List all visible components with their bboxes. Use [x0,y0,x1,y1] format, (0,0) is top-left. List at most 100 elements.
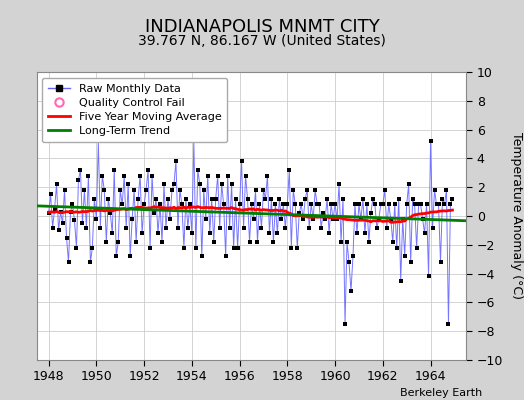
Point [369,196,377,202]
Point [434,201,443,208]
Point [430,187,439,193]
Point [291,201,300,208]
Point [255,201,264,208]
Point [438,196,446,202]
Point [64,259,73,265]
Point [279,201,288,208]
Point [104,196,113,202]
Point [136,172,144,179]
Point [98,172,106,179]
Point [114,239,123,245]
Point [323,196,331,202]
Point [144,167,152,173]
Point [146,244,154,251]
Point [446,201,455,208]
Point [442,187,451,193]
Point [67,208,75,215]
Point [363,201,371,208]
Point [418,216,427,222]
Point [54,227,63,234]
Point [409,196,417,202]
Point [253,239,261,245]
Point [383,224,391,231]
Point [261,196,270,202]
Point [213,172,222,179]
Point [414,201,423,208]
Point [295,210,303,216]
Point [249,216,258,222]
Point [329,216,337,222]
Point [365,239,373,245]
Point [220,201,228,208]
Point [448,196,456,202]
Point [410,201,419,208]
Point [444,321,453,327]
Point [357,216,365,222]
Point [190,138,198,144]
Point [86,259,94,265]
Point [424,273,433,280]
Point [303,187,311,193]
Point [428,224,436,231]
Point [432,201,441,208]
Point [158,239,166,245]
Legend: Raw Monthly Data, Quality Control Fail, Five Year Moving Average, Long-Term Tren: Raw Monthly Data, Quality Control Fail, … [42,78,227,142]
Point [215,224,224,231]
Point [116,187,124,193]
Y-axis label: Temperature Anomaly (°C): Temperature Anomaly (°C) [510,132,522,300]
Point [239,224,248,231]
Point [108,230,116,236]
Point [335,181,343,188]
Point [208,196,216,202]
Point [375,216,383,222]
Point [118,201,126,208]
Point [140,201,148,208]
Point [164,196,172,202]
Point [100,187,108,193]
Point [422,201,431,208]
Point [400,253,409,260]
Point [361,230,369,236]
Point [185,201,194,208]
Point [252,187,260,193]
Point [436,259,445,265]
Point [259,187,268,193]
Point [402,201,411,208]
Point [60,187,69,193]
Point [325,230,333,236]
Point [395,196,403,202]
Point [223,172,232,179]
Point [377,201,385,208]
Point [305,224,313,231]
Point [80,187,89,193]
Point [88,244,96,251]
Point [289,187,298,193]
Point [399,216,407,222]
Point [232,196,240,202]
Point [210,239,218,245]
Point [301,196,310,202]
Point [50,206,59,212]
Point [58,220,67,226]
Point [275,196,283,202]
Point [90,196,99,202]
Point [237,158,246,164]
Point [166,216,174,222]
Point [339,196,347,202]
Point [277,216,286,222]
Point [96,224,104,231]
Point [200,187,208,193]
Point [178,201,186,208]
Point [313,201,321,208]
Point [317,224,325,231]
Point [309,216,318,222]
Point [385,201,393,208]
Point [407,259,415,265]
Point [70,217,79,224]
Point [225,224,234,231]
Point [142,187,150,193]
Point [257,224,266,231]
Point [311,187,319,193]
Point [420,230,429,236]
Point [315,201,323,208]
